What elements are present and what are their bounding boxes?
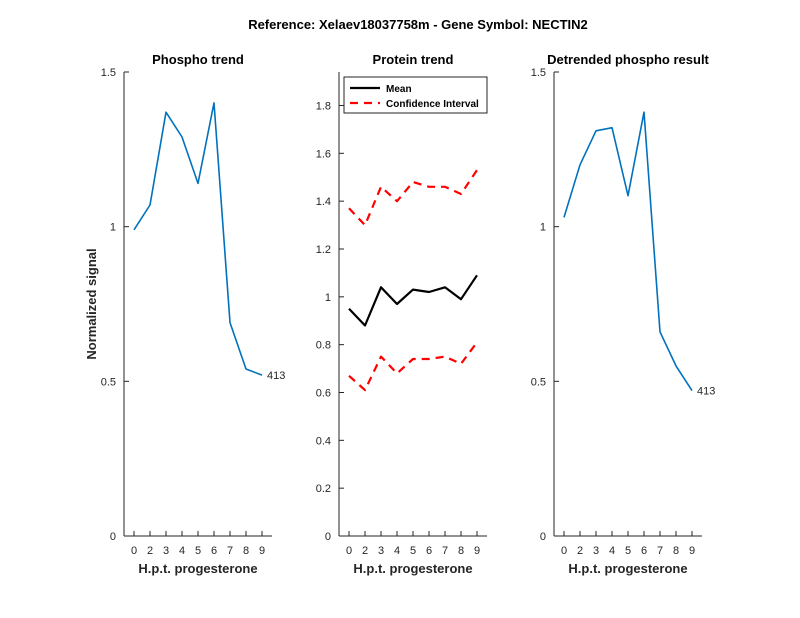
x-tick-label: 8	[458, 545, 464, 557]
y-tick-label: 0.4	[316, 435, 331, 447]
x-tick-label: 2	[577, 545, 583, 557]
x-tick-label: 7	[657, 545, 663, 557]
x-tick-label: 3	[378, 545, 384, 557]
y-tick-label: 0	[540, 531, 546, 543]
panel-title: Phospho trend	[152, 52, 244, 67]
series-line-1	[563, 111, 693, 392]
x-tick-label: 0	[131, 545, 137, 557]
x-tick-label: 0	[561, 545, 567, 557]
x-tick-label: 3	[593, 545, 599, 557]
x-tick-label: 4	[394, 545, 400, 557]
legend-entry-2: Confidence Interval	[386, 99, 479, 110]
y-tick-label: 0.5	[101, 376, 116, 388]
x-tick-label: 6	[211, 545, 217, 557]
panel-title: Protein trend	[373, 52, 454, 67]
y-tick-label: 1.8	[316, 100, 331, 112]
series-end-label: 413	[267, 370, 285, 382]
legend-box	[343, 76, 488, 114]
y-axis-label: Normalized signal	[84, 248, 99, 359]
x-tick-label: 9	[474, 545, 480, 557]
x-axis-label: H.p.t. progesterone	[138, 561, 257, 576]
y-tick-label: 1.4	[316, 196, 331, 208]
legend: Mean Confidence Interval	[343, 76, 488, 114]
series-line-1	[348, 274, 478, 327]
series-end-label: 413	[697, 386, 715, 398]
y-tick-label: 1.6	[316, 148, 331, 160]
y-tick-label: 1	[540, 222, 546, 234]
series-line-2	[348, 169, 478, 227]
series-line-3	[348, 341, 478, 392]
x-tick-label: 7	[442, 545, 448, 557]
x-tick-label: 2	[362, 545, 368, 557]
y-tick-label: 0.2	[316, 483, 331, 495]
y-tick-label: 1.5	[101, 67, 116, 79]
y-tick-label: 1	[325, 292, 331, 304]
x-tick-label: 2	[147, 545, 153, 557]
x-tick-label: 4	[609, 545, 615, 557]
y-tick-label: 0	[325, 531, 331, 543]
x-tick-label: 8	[673, 545, 679, 557]
y-tick-label: 0.6	[316, 387, 331, 399]
x-tick-label: 6	[641, 545, 647, 557]
x-tick-label: 0	[346, 545, 352, 557]
y-tick-label: 1	[110, 222, 116, 234]
y-tick-label: 0.8	[316, 340, 331, 352]
y-tick-label: 0	[110, 531, 116, 543]
x-tick-label: 5	[410, 545, 416, 557]
y-tick-label: 0.5	[531, 376, 546, 388]
legend-entry-1: Mean	[386, 84, 412, 95]
panel-title: Detrended phospho result	[547, 52, 709, 67]
x-tick-label: 7	[227, 545, 233, 557]
x-tick-label: 9	[689, 545, 695, 557]
x-tick-label: 4	[179, 545, 185, 557]
figure-title: Reference: Xelaev18037758m - Gene Symbol…	[248, 17, 588, 32]
x-tick-label: 8	[243, 545, 249, 557]
series-line-1	[133, 102, 263, 376]
x-tick-label: 3	[163, 545, 169, 557]
x-axis-label: H.p.t. progesterone	[353, 561, 472, 576]
x-tick-label: 6	[426, 545, 432, 557]
y-tick-label: 1.5	[531, 67, 546, 79]
x-axis-label: H.p.t. progesterone	[568, 561, 687, 576]
x-tick-label: 9	[259, 545, 265, 557]
y-tick-label: 1.2	[316, 244, 331, 256]
chart-panel-2: 00.20.40.60.811.21.41.61.80 2 3 4 5 6 7 8 9Prote…	[316, 52, 488, 576]
x-tick-label: 5	[625, 545, 631, 557]
x-tick-label: 5	[195, 545, 201, 557]
